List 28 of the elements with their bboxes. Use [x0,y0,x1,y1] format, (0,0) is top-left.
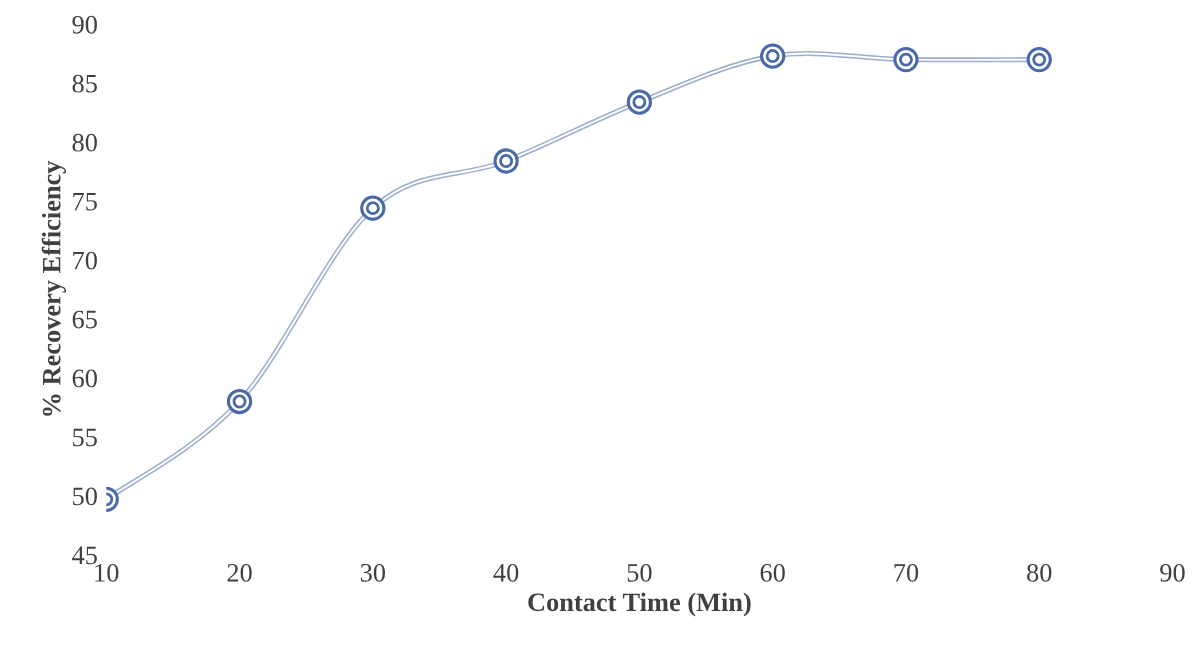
y-axis-title: % Recovery Efficiency [41,160,66,416]
point [760,43,786,69]
x-tick-label: 90 [1160,563,1185,582]
x-tick-label: 40 [493,563,519,582]
x-tick-label: 80 [1027,563,1052,582]
y-tick-label: 55 [73,428,97,447]
point [226,388,253,415]
y-tick-label: 70 [73,251,97,270]
y-tick-label: 60 [72,369,97,388]
x-axis-title: Contact Time (Min) [528,592,751,617]
y-tick-label: 75 [73,192,97,211]
point [626,89,653,115]
x-tick-label: 30 [360,563,386,582]
point [360,195,386,221]
x-tick-label: 60 [760,563,785,582]
x-tick-label: 10 [95,563,119,582]
y-tick-label: 85 [72,74,97,93]
x-tick-label: 70 [894,563,919,582]
y-tick-label: 90 [72,15,97,34]
point [893,46,919,73]
point [1026,46,1052,73]
y-tick-label: 50 [73,487,97,506]
x-tick-label: 50 [627,563,652,582]
point [493,148,519,174]
x-tick-label: 20 [227,563,252,582]
y-tick-label: 80 [72,133,97,152]
y-tick-label: 45 [72,546,97,565]
y-tick-label: 65 [72,310,97,329]
